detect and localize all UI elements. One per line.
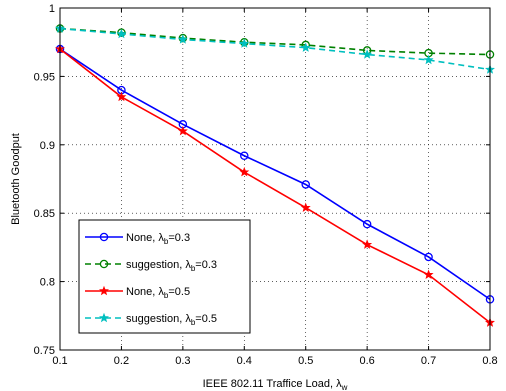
legend-label: None, λb=0.5 [126,286,190,300]
data-point-none-05 [239,166,250,177]
data-point-none-05 [177,125,188,136]
legend-swatch-marker [99,312,109,323]
legend-swatch-marker [99,285,109,296]
legend-label: None, λb=0.3 [126,232,190,246]
legend-swatch-marker [99,259,109,269]
legend-label: suggestion, λb=0.5 [126,313,217,327]
x-tick-label: 0.1 [52,355,67,367]
data-point-suggestion-05 [116,28,127,39]
y-axis-label: Bluetooth Goodput [10,133,22,225]
x-axis-label-sub: w [341,383,348,391]
plot-frame [59,7,491,351]
x-tick-label: 0.6 [359,355,374,367]
data-point-none-05 [423,269,434,279]
series-line-suggestion-03 [59,27,491,56]
legend-item-none-03: None, λb=0.3 [85,232,190,246]
y-tick-label: 0.9 [40,140,55,152]
legend-item-suggestion-03: suggestion, λb=0.3 [85,259,217,273]
data-point-suggestion-05 [177,34,188,44]
legend: None, λb=0.3 suggestion, λb=0.3 None, λb=0… [78,219,251,334]
x-tick-label: 0.2 [114,355,129,367]
x-tick-label: 0.4 [237,355,252,367]
legend-item-none-05: None, λb=0.5 [85,285,190,300]
series-line-suggestion-05 [59,27,491,71]
data-point-none-03 [424,252,433,262]
data-point-suggestion-05 [239,38,250,48]
series-line-none-05 [59,48,491,324]
series-none-05 [55,43,495,327]
y-tick-label: 0.8 [40,277,55,289]
series-line-none-03 [59,48,491,301]
series-layer [55,23,495,327]
x-tick-label: 0.3 [175,355,190,367]
y-tick-label: 0.95 [34,71,55,83]
legend-item-suggestion-05: suggestion, λb=0.5 [85,312,217,327]
data-point-none-05 [300,202,311,212]
x-axis-label-main: IEEE 802.11 Traffice Load, λ [203,378,343,390]
data-point-suggestion-05 [423,54,434,65]
x-tick-label: 0.7 [421,355,436,367]
data-point-none-03 [301,180,310,189]
legend-swatch-marker [99,232,109,242]
data-point-suggestion-05 [300,42,311,52]
axis-ticks: 0.1 0.2 0.3 0.4 0.5 0.6 0.7 0.8 0.75 0.8 0.85 0.9 0.… [34,3,498,367]
data-point-none-05 [116,91,127,102]
y-tick-label: 0.85 [34,208,55,220]
y-tick-label: 0.75 [34,345,55,357]
x-tick-label: 0.5 [298,355,313,367]
legend-label: suggestion, λb=0.3 [126,259,217,273]
y-tick-label: 1 [49,3,55,15]
data-point-none-03 [362,219,372,229]
x-tick-label: 0.8 [482,355,497,367]
data-point-none-05 [362,239,373,249]
data-point-none-03 [240,151,249,160]
x-axis-label: IEEE 802.11 Traffice Load, λw [203,378,348,391]
data-point-suggestion-05 [362,49,373,59]
